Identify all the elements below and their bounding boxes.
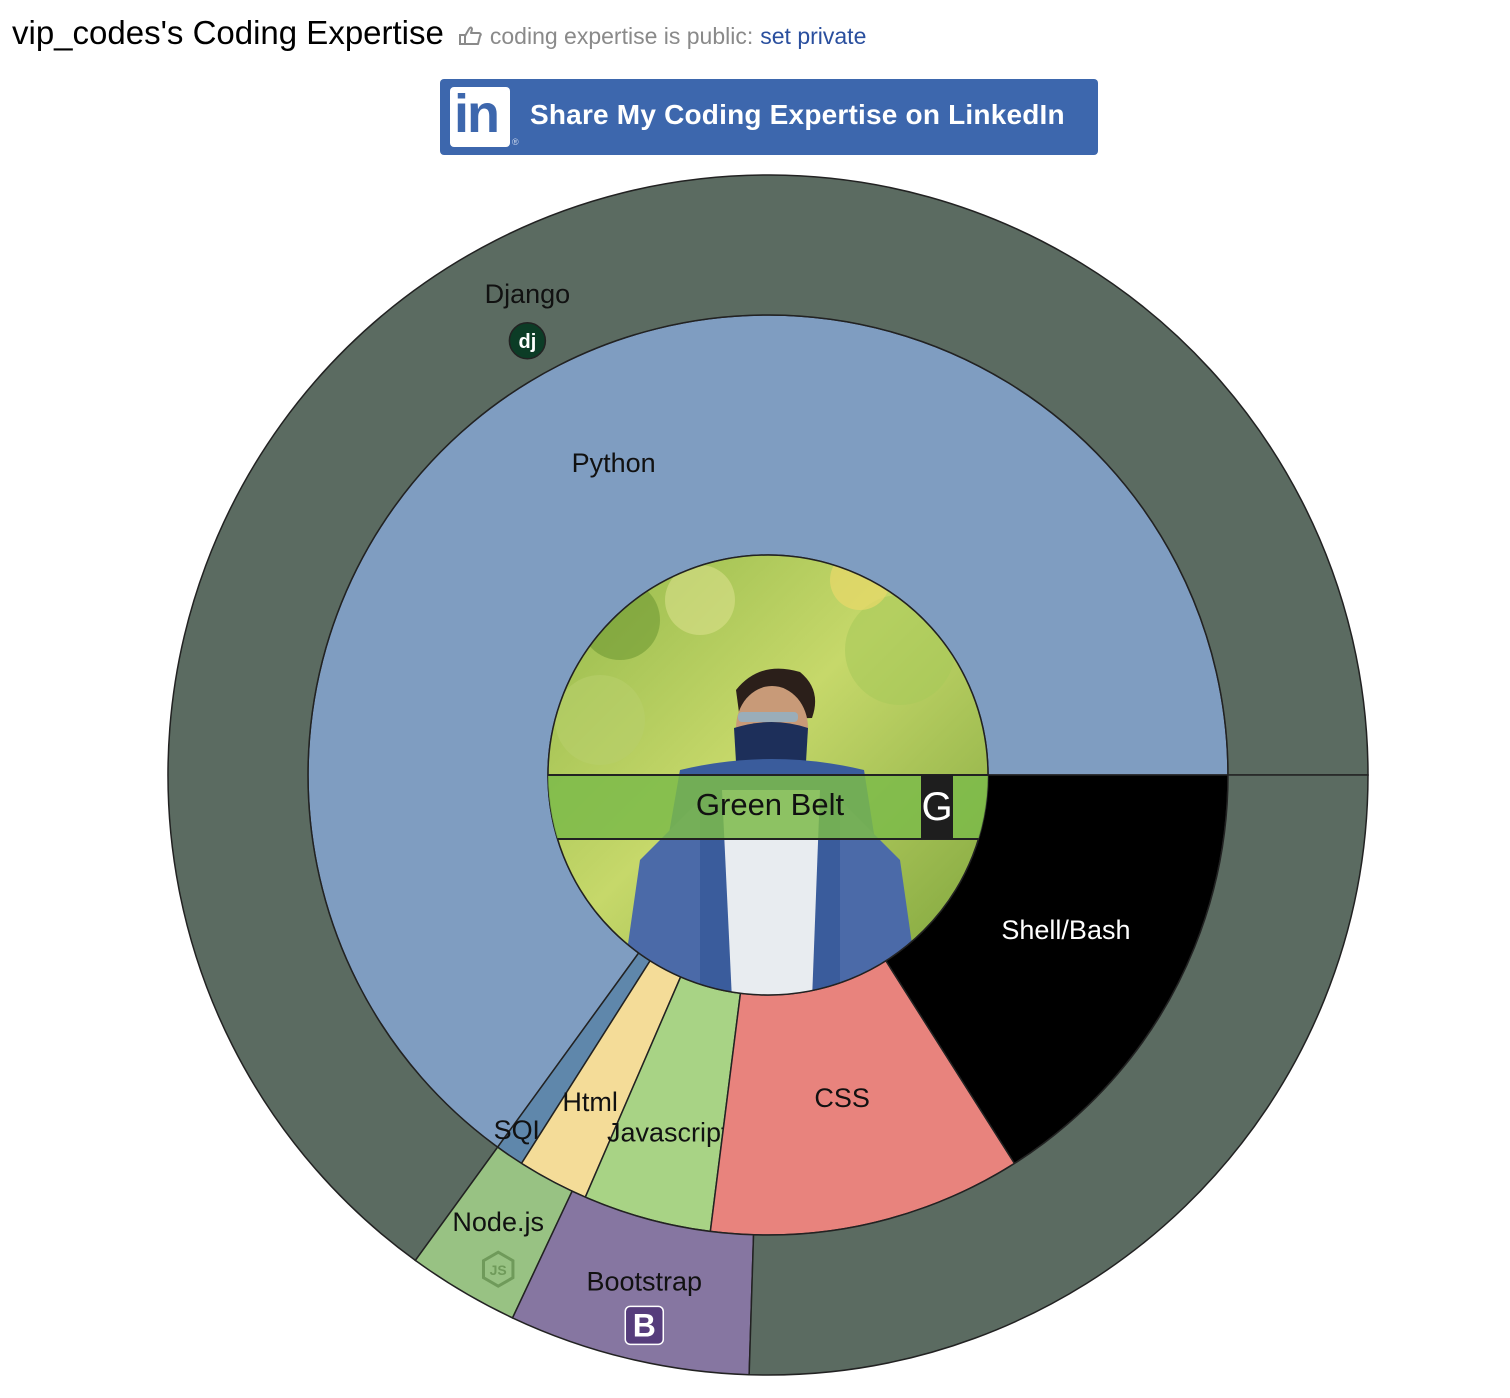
sunburst-svg: PythonSQLHtmlJavascriptCSSShell/BashDjan… [167, 174, 1369, 1376]
inner-label-html: Html [562, 1087, 618, 1117]
hand-pointer-icon [456, 23, 484, 47]
outer-label-node-js: Node.js [452, 1207, 544, 1237]
outer-label-django: Django [485, 279, 571, 309]
outer-segment-node-js [414, 1146, 574, 1319]
inner-label-python: Python [572, 448, 656, 478]
linkedin-icon: in [450, 84, 510, 147]
svg-text:JS: JS [490, 1262, 507, 1278]
django-icon: dj [508, 322, 547, 360]
header: vip_codes's Coding Expertise coding expe… [12, 14, 866, 52]
belt-label: Green Belt [696, 787, 845, 822]
inner-label-javascript: Javascript [607, 1118, 729, 1148]
green-belt-badge [548, 774, 988, 840]
outer-segment-unlabeled-3 [748, 774, 1369, 1376]
inner-label-css: CSS [814, 1083, 870, 1113]
inner-label-shell-bash: Shell/Bash [1001, 915, 1130, 945]
linkedin-logo-text: in [454, 84, 500, 144]
linkedin-share-label: Share My Coding Expertise on LinkedIn [530, 99, 1065, 130]
page-title: vip_codes's Coding Expertise [12, 14, 444, 51]
privacy-text: coding expertise is public: [489, 23, 754, 49]
privacy-status: coding expertise is public: set private [456, 20, 866, 50]
belt-letter: G [921, 785, 952, 829]
svg-text:dj: dj [518, 331, 536, 353]
registered-mark: ® [512, 137, 519, 147]
bootstrap-icon: B [624, 1305, 665, 1346]
outer-segment-bootstrap [511, 1190, 755, 1376]
outer-label-bootstrap: Bootstrap [586, 1266, 702, 1296]
chart-segments: PythonSQLHtmlJavascriptCSSShell/BashDjan… [167, 174, 1369, 1376]
outer-segment-django [167, 174, 1369, 1262]
linkedin-share-button[interactable]: in ® Share My Coding Expertise on Linked… [440, 79, 1098, 155]
svg-text:B: B [633, 1307, 656, 1343]
set-private-link[interactable]: set private [760, 23, 867, 49]
expertise-sunburst-chart: Python SQL Html Javascript CSS Shell/Bash Djan… [0, 160, 1510, 1398]
nodejs-icon: JS [481, 1250, 515, 1288]
